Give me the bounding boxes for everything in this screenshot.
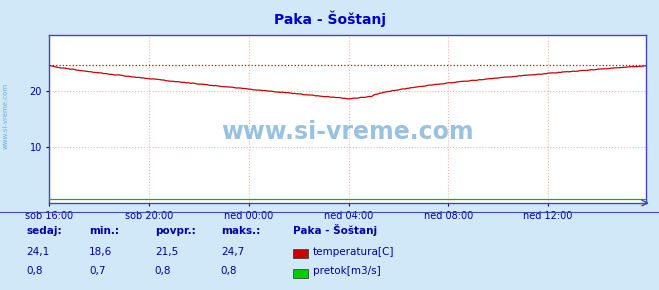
Text: 24,7: 24,7	[221, 247, 244, 257]
Text: 0,7: 0,7	[89, 266, 105, 276]
Text: maks.:: maks.:	[221, 226, 260, 236]
Text: 21,5: 21,5	[155, 247, 178, 257]
Text: 0,8: 0,8	[221, 266, 237, 276]
Text: sedaj:: sedaj:	[26, 226, 62, 236]
Text: 18,6: 18,6	[89, 247, 112, 257]
Text: 24,1: 24,1	[26, 247, 49, 257]
Text: min.:: min.:	[89, 226, 119, 236]
Text: www.si-vreme.com: www.si-vreme.com	[221, 120, 474, 144]
Text: www.si-vreme.com: www.si-vreme.com	[2, 83, 9, 149]
Text: Paka - Šoštanj: Paka - Šoštanj	[293, 224, 378, 236]
Text: 0,8: 0,8	[26, 266, 43, 276]
Text: povpr.:: povpr.:	[155, 226, 196, 236]
Text: temperatura[C]: temperatura[C]	[313, 247, 395, 257]
Text: pretok[m3/s]: pretok[m3/s]	[313, 266, 381, 276]
Text: Paka - Šoštanj: Paka - Šoštanj	[273, 10, 386, 27]
Text: 0,8: 0,8	[155, 266, 171, 276]
